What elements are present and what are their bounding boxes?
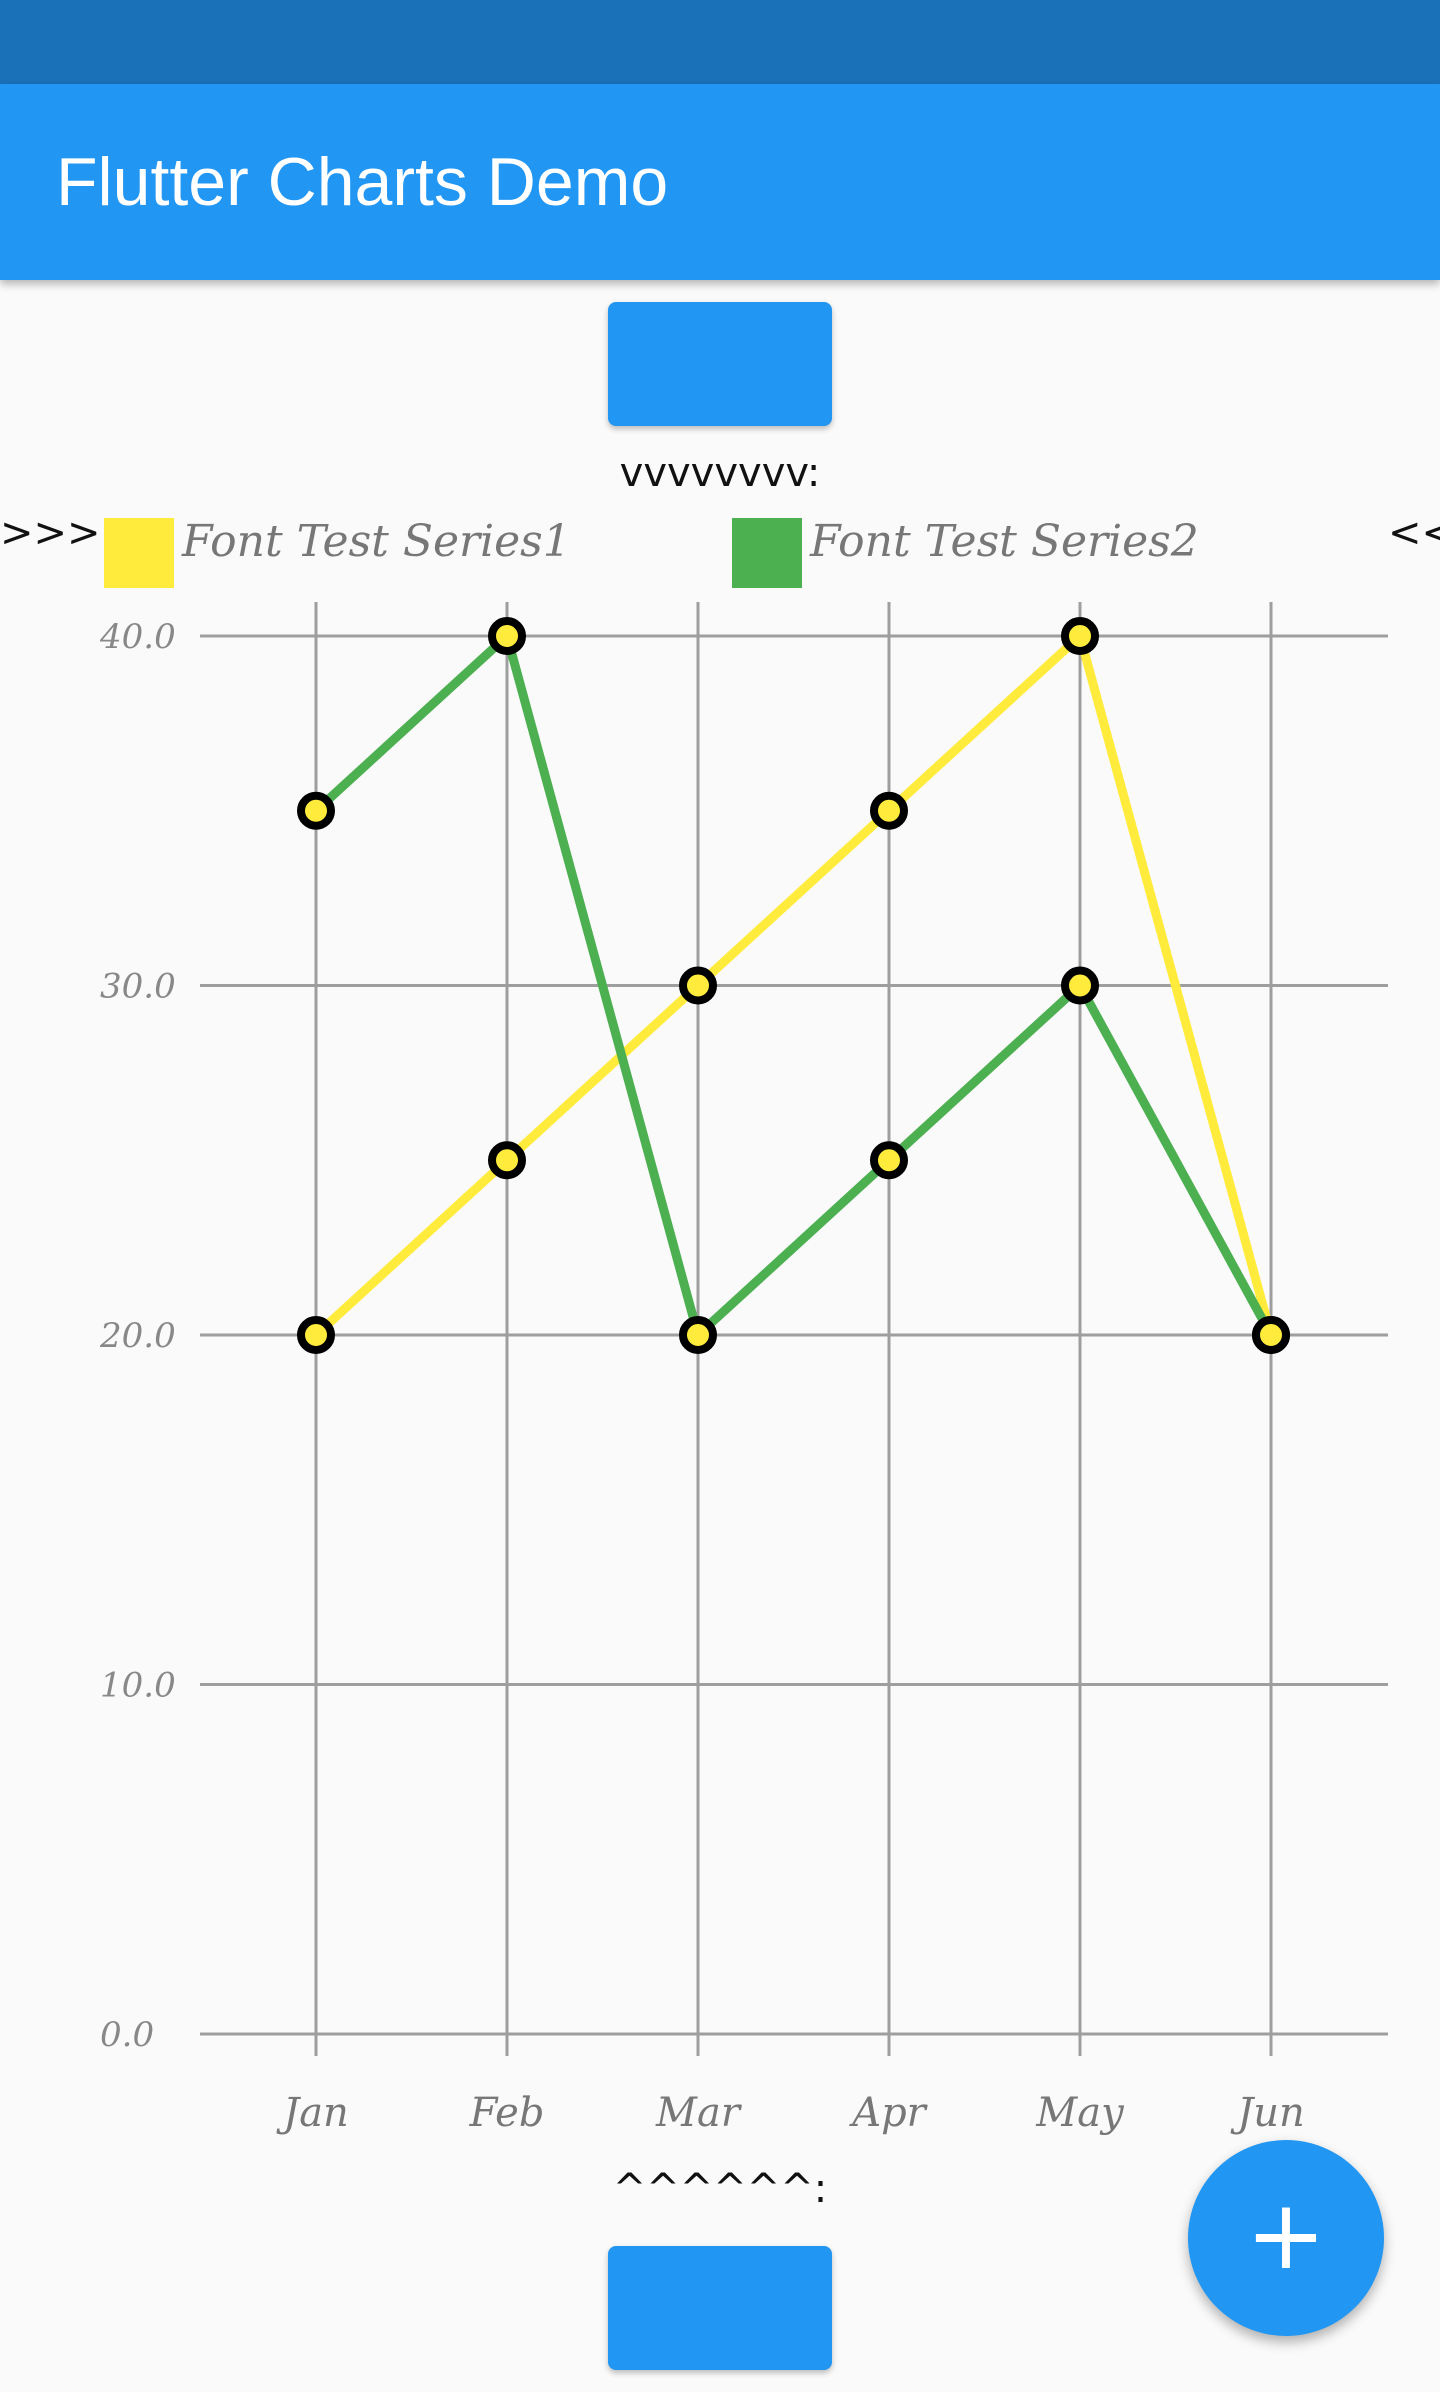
x-tick-label: Feb	[469, 2090, 545, 2136]
top-button[interactable]	[608, 302, 832, 426]
y-tick-label: 30.0	[100, 967, 176, 1007]
plus-icon: +	[1245, 2179, 1327, 2291]
x-tick-label: Apr	[848, 2090, 928, 2136]
right-marker: <<	[1388, 510, 1440, 556]
chart-title-bottom: ^^^^^^:	[612, 2166, 828, 2212]
chart-title-top: vvvvvvvv:	[619, 450, 821, 496]
x-tick-label: Jan	[276, 2090, 349, 2136]
series2-point	[1252, 1316, 1290, 1354]
series1-point	[870, 791, 908, 830]
y-tick-label: 20.0	[99, 1316, 176, 1356]
y-tick-label: 0.0	[100, 2015, 154, 2055]
series2-point	[297, 791, 335, 830]
series2-point	[488, 617, 526, 655]
legend-label-series1: Font Test Series1	[182, 516, 571, 567]
bottom-button[interactable]	[608, 2246, 832, 2370]
x-tick-label: Mar	[655, 2090, 743, 2136]
series1-point	[488, 1141, 526, 1180]
series1-point	[679, 966, 717, 1005]
add-fab-button[interactable]: +	[1188, 2140, 1384, 2336]
app-title: Flutter Charts Demo	[56, 144, 669, 220]
status-bar	[0, 0, 1440, 84]
legend-swatch-series1	[104, 518, 174, 588]
series1-point	[1061, 617, 1099, 655]
series2-point	[870, 1141, 908, 1180]
series1-point	[297, 1316, 335, 1354]
x-tick-label: Jun	[1230, 2090, 1305, 2136]
series-line-2	[312, 627, 1275, 1344]
x-tick-label: May	[1035, 2090, 1125, 2136]
left-marker: >>>	[0, 510, 101, 556]
y-tick-label: 40.0	[99, 617, 176, 657]
legend-swatch-series2	[732, 518, 802, 588]
series-line-1	[312, 627, 1276, 1339]
series2-point	[1061, 966, 1099, 1005]
y-tick-label: 10.0	[100, 1666, 176, 1706]
series2-point	[679, 1316, 717, 1354]
legend-label-series2: Font Test Series2	[810, 516, 1199, 567]
app-bar: Flutter Charts Demo	[0, 84, 1440, 280]
